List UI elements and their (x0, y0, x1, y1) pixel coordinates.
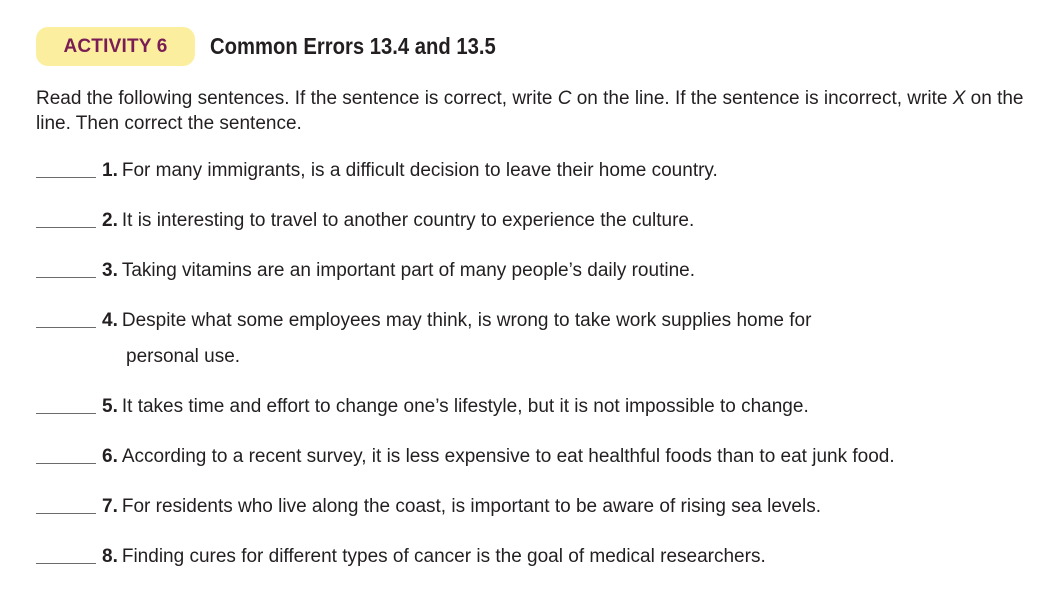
item-number: 6. (102, 446, 118, 467)
item-sentence: 1. For many immigrants, is a difficult de… (102, 153, 1036, 189)
item-sentence: 2. It is interesting to travel to another… (102, 203, 1036, 239)
item-text: For many immigrants, is a difficult deci… (121, 160, 718, 181)
exercise-item-2: 2. It is interesting to travel to another… (36, 203, 1036, 239)
answer-line[interactable] (36, 277, 96, 278)
item-sentence: 3. Taking vitamins are an important part … (102, 253, 1036, 289)
exercise-item-1: 1. For many immigrants, is a difficult de… (36, 153, 1036, 189)
item-text-continuation: personal use. (126, 346, 241, 367)
item-text: According to a recent survey, it is less… (121, 446, 895, 467)
exercise-item-3: 3. Taking vitamins are an important part … (36, 253, 1036, 289)
instructions-text-3: on the line. Then correct the sentence. (36, 88, 1024, 134)
correct-mark: C (557, 88, 572, 109)
item-text: It takes time and effort to change one’s… (121, 396, 809, 417)
item-sentence: 6. According to a recent survey, it is le… (102, 439, 1036, 475)
item-number: 4. (102, 310, 118, 331)
exercise-item-6: 6. According to a recent survey, it is le… (36, 439, 1036, 475)
exercise-item-7: 7. For residents who live along the coast… (36, 489, 1036, 525)
answer-line[interactable] (36, 463, 96, 464)
item-number: 8. (102, 546, 118, 567)
item-text: Despite what some employees may think, i… (121, 310, 812, 331)
item-sentence: 4. Despite what some employees may think,… (102, 303, 1036, 375)
activity-title: Common Errors 13.4 and 13.5 (210, 33, 496, 59)
item-text: Taking vitamins are an important part of… (121, 260, 695, 281)
item-number: 3. (102, 260, 118, 281)
item-sentence: 7. For residents who live along the coast… (102, 489, 1036, 525)
instructions-text-2: on the line. If the sentence is incorrec… (571, 88, 953, 109)
item-number: 1. (102, 160, 118, 181)
instructions: Read the following sentences. If the sen… (36, 86, 1026, 136)
incorrect-mark: X (952, 88, 966, 109)
item-text: Finding cures for different types of can… (121, 546, 766, 567)
item-number: 2. (102, 210, 118, 231)
activity-header: ACTIVITY 6 Common Errors 13.4 and 13.5 (36, 27, 535, 66)
answer-line[interactable] (36, 227, 96, 228)
answer-line[interactable] (36, 563, 96, 564)
item-text: It is interesting to travel to another c… (121, 210, 695, 231)
activity-badge: ACTIVITY 6 (36, 27, 195, 66)
answer-line[interactable] (36, 177, 96, 178)
answer-line[interactable] (36, 327, 96, 328)
item-sentence: 5. It takes time and effort to change one… (102, 389, 1036, 425)
item-number: 7. (102, 496, 118, 517)
exercise-item-5: 5. It takes time and effort to change one… (36, 389, 1036, 425)
instructions-text-1: Read the following sentences. If the sen… (36, 88, 558, 109)
exercise-item-8: 8. Finding cures for different types of c… (36, 539, 1036, 575)
item-number: 5. (102, 396, 118, 417)
answer-line[interactable] (36, 413, 96, 414)
exercise-item-4: 4. Despite what some employees may think,… (36, 303, 1036, 375)
item-sentence: 8. Finding cures for different types of c… (102, 539, 1036, 575)
answer-line[interactable] (36, 513, 96, 514)
item-text: For residents who live along the coast, … (121, 496, 821, 517)
